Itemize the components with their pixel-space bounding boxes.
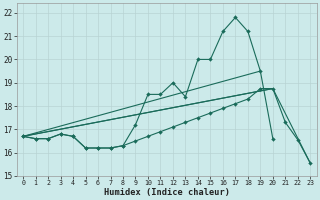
X-axis label: Humidex (Indice chaleur): Humidex (Indice chaleur) (104, 188, 230, 197)
